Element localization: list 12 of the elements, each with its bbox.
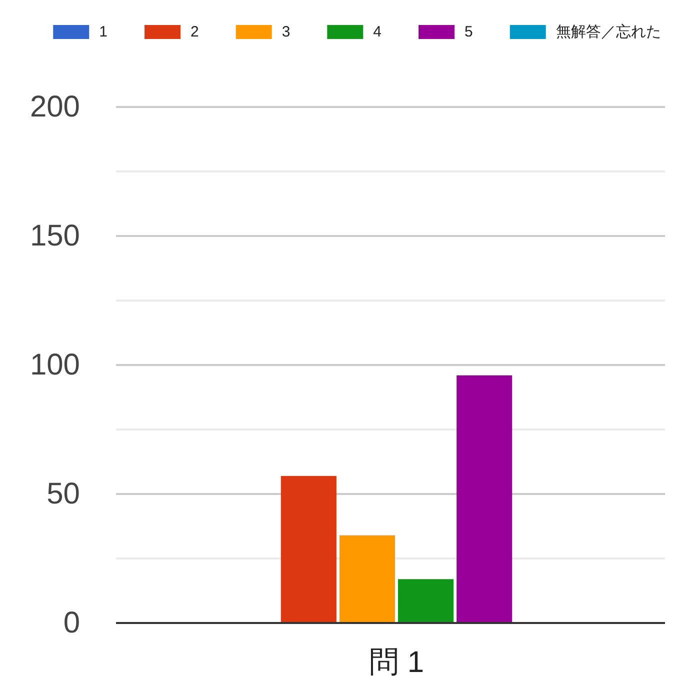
- y-tick-label: 50: [46, 478, 80, 510]
- legend-label: 無解答／忘れた: [556, 24, 661, 40]
- legend-label: 4: [373, 24, 382, 40]
- legend-label: 2: [190, 24, 199, 40]
- y-tick-label: 0: [63, 606, 80, 640]
- x-tick-label: 問 1: [368, 646, 424, 679]
- y-tick-label: 200: [30, 90, 80, 124]
- legend-label: 5: [464, 24, 473, 40]
- y-tick-label: 100: [30, 348, 80, 382]
- legend-label: 3: [282, 24, 290, 40]
- legend-label: 1: [99, 24, 108, 40]
- y-tick-label: 150: [30, 220, 80, 252]
